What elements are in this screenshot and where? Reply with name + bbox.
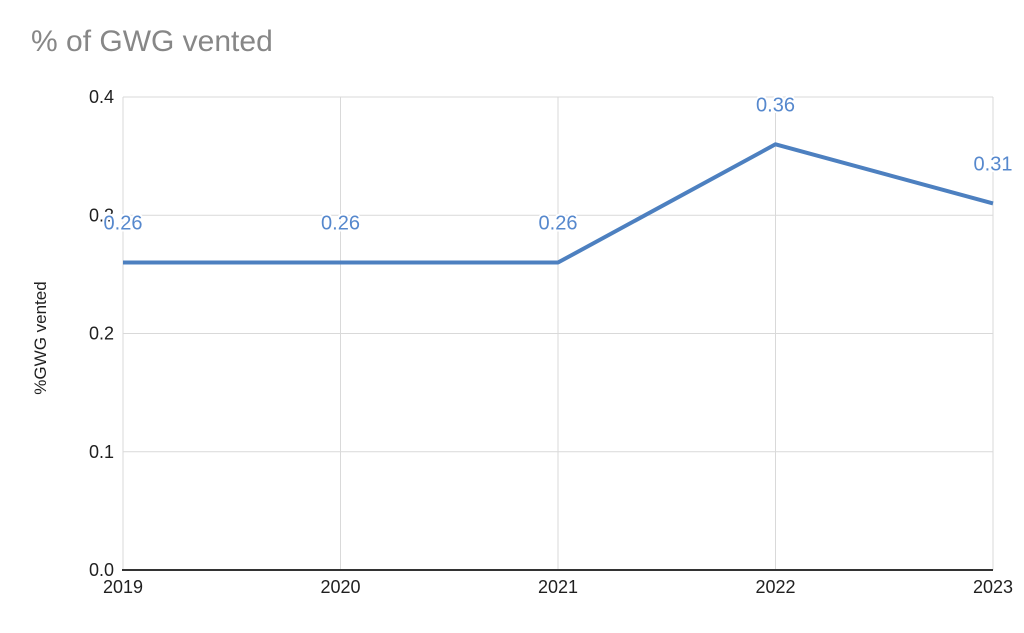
x-tick-label: 2023 (973, 577, 1013, 597)
data-point-label: 0.26 (321, 213, 360, 235)
x-tick-label: 2019 (103, 577, 143, 597)
data-point-label: 0.26 (104, 213, 143, 235)
y-tick-label: 0.1 (89, 442, 114, 462)
data-point-label: 0.36 (756, 94, 795, 116)
x-tick-label: 2022 (755, 577, 795, 597)
data-point-label: 0.26 (539, 213, 578, 235)
x-tick-label: 2020 (320, 577, 360, 597)
y-tick-label: 0.2 (89, 324, 114, 344)
data-point-label: 0.31 (974, 153, 1013, 175)
x-tick-label: 2021 (538, 577, 578, 597)
y-tick-label: 0.0 (89, 560, 114, 580)
y-tick-label: 0.3 (89, 205, 114, 225)
data-series-line (123, 142, 994, 265)
chart-title: % of GWG vented (31, 25, 273, 58)
y-tick-label: 0.4 (89, 87, 114, 107)
